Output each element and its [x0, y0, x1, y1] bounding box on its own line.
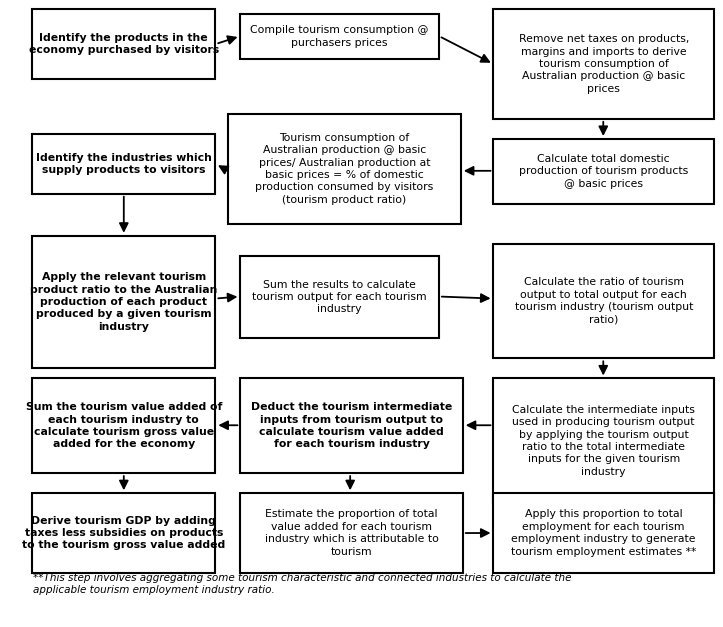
- Bar: [228, 114, 461, 224]
- Text: Calculate the intermediate inputs
used in producing tourism output
by applying t: Calculate the intermediate inputs used i…: [513, 404, 696, 477]
- Bar: [32, 9, 215, 79]
- Text: Sum the tourism value added of
each tourism industry to
calculate tourism gross : Sum the tourism value added of each tour…: [25, 402, 222, 450]
- Text: Calculate the ratio of tourism
output to total output for each
tourism industry : Calculate the ratio of tourism output to…: [515, 277, 693, 325]
- Text: Sum the results to calculate
tourism output for each tourism
industry: Sum the results to calculate tourism out…: [252, 280, 427, 314]
- Bar: [240, 14, 439, 59]
- Text: Tourism consumption of
Australian production @ basic
prices/ Australian producti: Tourism consumption of Australian produc…: [255, 133, 434, 205]
- Text: Estimate the proportion of total
value added for each tourism
industry which is : Estimate the proportion of total value a…: [265, 509, 439, 557]
- Text: Identify the industries which
supply products to visitors: Identify the industries which supply pro…: [36, 152, 212, 175]
- Text: Remove net taxes on products,
margins and imports to derive
tourism consumption : Remove net taxes on products, margins an…: [518, 34, 689, 94]
- Text: Identify the products in the
economy purchased by visitors: Identify the products in the economy pur…: [29, 33, 219, 55]
- Bar: [240, 256, 439, 339]
- Bar: [493, 9, 714, 119]
- Bar: [32, 378, 215, 473]
- Text: Deduct the tourism intermediate
inputs from tourism output to
calculate tourism : Deduct the tourism intermediate inputs f…: [251, 402, 452, 450]
- Text: Compile tourism consumption @
purchasers prices: Compile tourism consumption @ purchasers…: [250, 26, 429, 48]
- Text: Calculate total domestic
production of tourism products
@ basic prices: Calculate total domestic production of t…: [519, 154, 688, 189]
- Bar: [32, 236, 215, 369]
- Bar: [240, 493, 463, 573]
- Text: Apply the relevant tourism
product ratio to the Australian
production of each pr: Apply the relevant tourism product ratio…: [30, 272, 218, 332]
- Bar: [493, 139, 714, 204]
- Bar: [240, 378, 463, 473]
- Bar: [493, 493, 714, 573]
- Bar: [32, 134, 215, 194]
- Text: Derive tourism GDP by adding
taxes less subsidies on products
to the tourism gro: Derive tourism GDP by adding taxes less …: [22, 515, 226, 551]
- Text: **This step involves aggregating some tourism characteristic and connected indus: **This step involves aggregating some to…: [33, 573, 572, 594]
- Text: Apply this proportion to total
employment for each tourism
employment industry t: Apply this proportion to total employmen…: [511, 509, 696, 557]
- Bar: [493, 378, 714, 503]
- Bar: [493, 244, 714, 359]
- Bar: [32, 493, 215, 573]
